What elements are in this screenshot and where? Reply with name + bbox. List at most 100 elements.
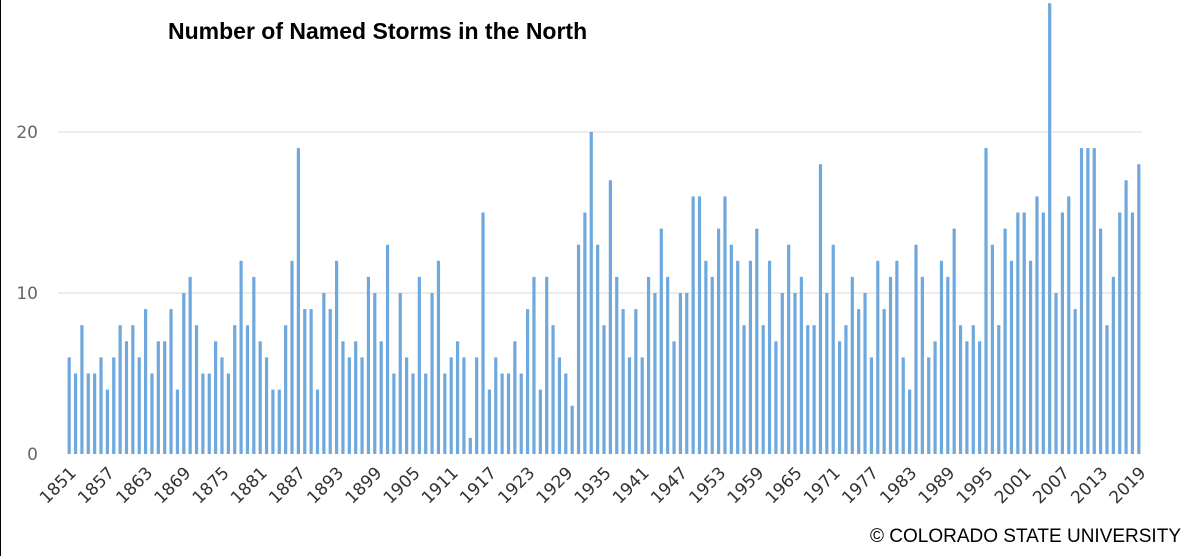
bar-2006: [1054, 293, 1058, 454]
bar-2003: [1035, 196, 1039, 454]
bar-1939: [627, 357, 632, 454]
copyright-credit: © COLORADO STATE UNIVERSITY: [870, 526, 1181, 547]
bar-1872: [201, 373, 205, 454]
bar-2002: [1028, 260, 1033, 454]
bar-1966: [799, 276, 803, 454]
bar-1969: [818, 164, 823, 454]
bar-1869: [182, 293, 186, 454]
bar-1882: [264, 357, 269, 454]
bar-1873: [207, 373, 211, 454]
bar-1918: [494, 357, 498, 454]
bar-1919: [500, 373, 504, 454]
bar-1878: [239, 260, 243, 454]
bar-1870: [188, 276, 192, 454]
x-tick-label: 1995: [953, 463, 998, 508]
bar-1984: [914, 244, 918, 454]
bar-1936: [608, 180, 612, 455]
y-axis-ticks: 0 10 20: [16, 123, 38, 465]
bar-1941: [640, 357, 644, 454]
bar-1914: [468, 437, 472, 454]
bar-1904: [405, 357, 409, 454]
bar-1895: [347, 357, 351, 454]
bar-1866: [163, 341, 167, 454]
bar-1933: [589, 132, 593, 454]
x-tick-label: 1941: [609, 463, 654, 508]
bar-1929: [564, 373, 568, 454]
bar-2014: [1105, 325, 1109, 454]
x-tick-label: 1917: [456, 463, 501, 508]
bar-1922: [519, 373, 523, 454]
bar-1965: [793, 293, 797, 454]
bar-1851: [67, 357, 71, 454]
bar-1852: [73, 373, 78, 454]
bar-1996: [990, 244, 994, 454]
bar-1990: [952, 228, 956, 454]
x-tick-label: 1983: [876, 463, 921, 508]
bar-1889: [309, 309, 313, 454]
bar-1900: [379, 341, 383, 454]
bar-1897: [360, 357, 364, 454]
bar-1978: [876, 260, 880, 454]
bar-1863: [143, 309, 148, 454]
bar-1988: [939, 260, 944, 454]
x-tick-label: 1947: [647, 463, 692, 508]
bar-1885: [284, 325, 288, 454]
bar-1955: [729, 244, 733, 454]
bar-1934: [596, 244, 600, 454]
bar-1993: [971, 325, 975, 454]
bar-1884: [277, 389, 281, 454]
bar-2012: [1092, 148, 1096, 454]
bar-1891: [322, 293, 326, 454]
y-tick-label: 20: [16, 123, 38, 143]
bar-2018: [1130, 212, 1135, 454]
bar-1892: [328, 309, 332, 454]
bar-1952: [710, 276, 714, 454]
bar-1915: [475, 357, 479, 454]
bar-1995: [984, 148, 988, 454]
x-tick-label: 1977: [838, 463, 883, 508]
x-tick-label: 1911: [418, 463, 463, 508]
bar-1912: [455, 341, 460, 454]
bar-1937: [615, 276, 619, 454]
bar-1857: [105, 389, 109, 454]
bar-1881: [258, 341, 262, 454]
bar-1958: [748, 260, 753, 454]
bar-1954: [723, 196, 727, 454]
bar-1888: [303, 309, 307, 454]
bar-2004: [1041, 212, 1045, 454]
bar-1991: [958, 325, 963, 454]
bar-2008: [1067, 196, 1071, 454]
bar-1972: [837, 341, 842, 454]
bar-1950: [697, 196, 702, 454]
bar-1967: [806, 325, 810, 454]
bar-1905: [411, 373, 415, 454]
bar-1945: [666, 276, 670, 454]
bar-1883: [271, 389, 275, 454]
bar-1944: [659, 228, 663, 454]
x-tick-label: 1887: [265, 463, 310, 508]
x-tick-label: 1893: [303, 463, 348, 508]
bar-2010: [1079, 148, 1084, 454]
bar-1858: [112, 357, 116, 454]
x-tick-label: 1959: [724, 463, 769, 508]
y-tick-label: 0: [27, 445, 38, 465]
x-tick-label: 1971: [800, 463, 845, 508]
bar-1856: [99, 357, 103, 454]
bar-1964: [787, 244, 791, 454]
bar-2009: [1073, 309, 1077, 454]
bar-1975: [857, 309, 861, 454]
bar-1907: [424, 373, 428, 454]
bar-1994: [978, 341, 982, 454]
bar-1956: [736, 260, 740, 454]
bar-1974: [850, 276, 854, 454]
bar-2013: [1099, 228, 1103, 454]
x-tick-label: 1875: [189, 463, 234, 508]
bar-1875: [220, 357, 224, 454]
bar-1896: [354, 341, 358, 454]
bar-1860: [124, 341, 129, 454]
bar-1971: [831, 244, 835, 454]
bar-1868: [175, 389, 180, 454]
bar-2017: [1124, 180, 1128, 455]
x-tick-label: 1935: [571, 463, 616, 508]
